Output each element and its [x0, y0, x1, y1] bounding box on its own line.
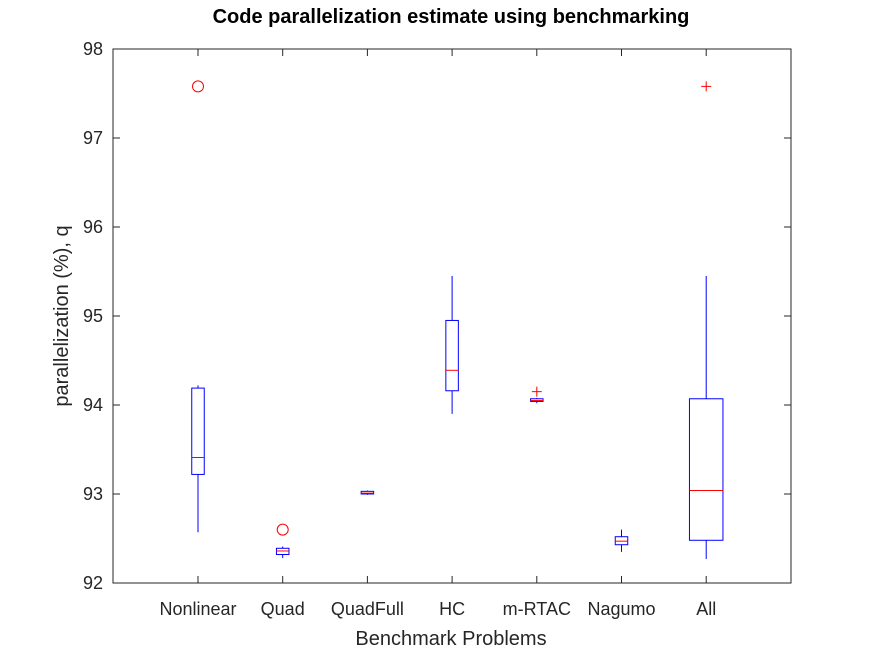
y-tick-label: 92 — [83, 573, 103, 593]
box-all — [688, 81, 724, 559]
y-tick-label: 98 — [83, 39, 103, 59]
y-axis: 92 93 94 95 96 97 98 — [83, 39, 791, 593]
y-axis-label: parallelization (%), q — [51, 225, 73, 406]
box-iqr — [191, 387, 205, 475]
box-nonlinear — [191, 80, 205, 533]
x-tick-label: m-RTAC — [503, 599, 571, 619]
y-tick-label: 94 — [83, 395, 103, 415]
box-iqr — [688, 398, 724, 541]
box-hc — [445, 275, 459, 414]
outlier-circle — [192, 80, 204, 93]
outlier-circle — [276, 523, 289, 536]
box-series — [191, 80, 724, 559]
x-tick-label: HC — [439, 599, 465, 619]
x-tick-label: All — [696, 599, 716, 619]
box-quad — [275, 523, 290, 559]
box-m-rtac — [530, 386, 544, 404]
x-tick-label: Nagumo — [587, 599, 655, 619]
y-tick-label: 93 — [83, 484, 103, 504]
box-quadfull — [360, 490, 375, 495]
y-tick-label: 96 — [83, 217, 103, 237]
x-tick-label: Nonlinear — [159, 599, 236, 619]
x-axis: Nonlinear Quad QuadFull HC m-RTAC Nagumo All — [159, 49, 716, 619]
y-tick-label: 97 — [83, 128, 103, 148]
chart-title: Code parallelization estimate using benc… — [213, 6, 690, 28]
y-tick-label: 95 — [83, 306, 103, 326]
box-nagumo — [614, 529, 629, 552]
x-tick-label: Quad — [261, 599, 305, 619]
x-axis-label: Benchmark Problems — [355, 628, 546, 650]
box-iqr — [445, 319, 459, 392]
x-tick-label: QuadFull — [331, 599, 404, 619]
